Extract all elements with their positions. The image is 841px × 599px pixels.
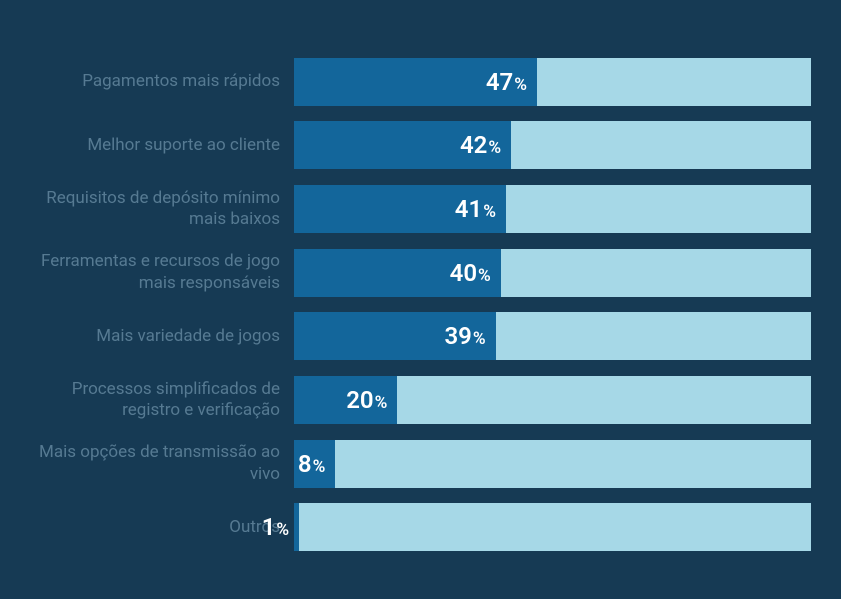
bar-cell: 47% <box>294 50 811 114</box>
chart-row: Requisitos de depósito mínimo mais baixo… <box>30 177 811 241</box>
category-label: Pagamentos mais rápidos <box>30 50 294 114</box>
category-label: Mais opções de transmissão ao vivo <box>30 432 294 496</box>
category-label: Mais variedade de jogos <box>30 305 294 369</box>
bar-value: 1% <box>262 513 299 541</box>
bar-value: 39% <box>444 322 495 350</box>
bar-track <box>294 440 811 488</box>
category-label: Ferramentas e recursos de jogo mais resp… <box>30 241 294 305</box>
bar-cell: 39% <box>294 305 811 369</box>
bar-fill: 1% <box>294 503 299 551</box>
bar-fill: 40% <box>294 249 501 297</box>
bar-value: 47% <box>486 68 537 96</box>
bar-value: 20% <box>346 386 397 414</box>
bar-value: 40% <box>450 259 501 287</box>
bar-fill: 41% <box>294 185 506 233</box>
bar-cell: 1% <box>294 495 811 559</box>
bar-cell: 20% <box>294 368 811 432</box>
chart-row: Pagamentos mais rápidos 47% <box>30 50 811 114</box>
category-label: Outros <box>30 495 294 559</box>
bar-fill: 8% <box>294 440 335 488</box>
bar-cell: 42% <box>294 114 811 178</box>
bar-value: 8% <box>298 450 335 478</box>
bar-chart: Pagamentos mais rápidos 47% Melhor suporte… <box>0 0 841 599</box>
bar-value: 41% <box>455 195 506 223</box>
chart-row: Ferramentas e recursos de jogo mais resp… <box>30 241 811 305</box>
chart-row: Mais opções de transmissão ao vivo8% <box>30 432 811 496</box>
bar-fill: 20% <box>294 376 397 424</box>
category-label: Melhor suporte ao cliente <box>30 114 294 178</box>
bar-fill: 47% <box>294 58 537 106</box>
chart-row: Mais variedade de jogos 39% <box>30 305 811 369</box>
bar-cell: 8% <box>294 432 811 496</box>
chart-row: Melhor suporte ao cliente 42% <box>30 114 811 178</box>
chart-row: Outros1% <box>30 495 811 559</box>
bar-fill: 39% <box>294 312 496 360</box>
bar-track <box>294 503 811 551</box>
bar-fill: 42% <box>294 121 511 169</box>
bar-value: 42% <box>460 131 511 159</box>
bar-cell: 40% <box>294 241 811 305</box>
category-label: Requisitos de depósito mínimo mais baixo… <box>30 177 294 241</box>
bar-cell: 41% <box>294 177 811 241</box>
category-label: Processos simplificados de registro e ve… <box>30 368 294 432</box>
chart-row: Processos simplificados de registro e ve… <box>30 368 811 432</box>
